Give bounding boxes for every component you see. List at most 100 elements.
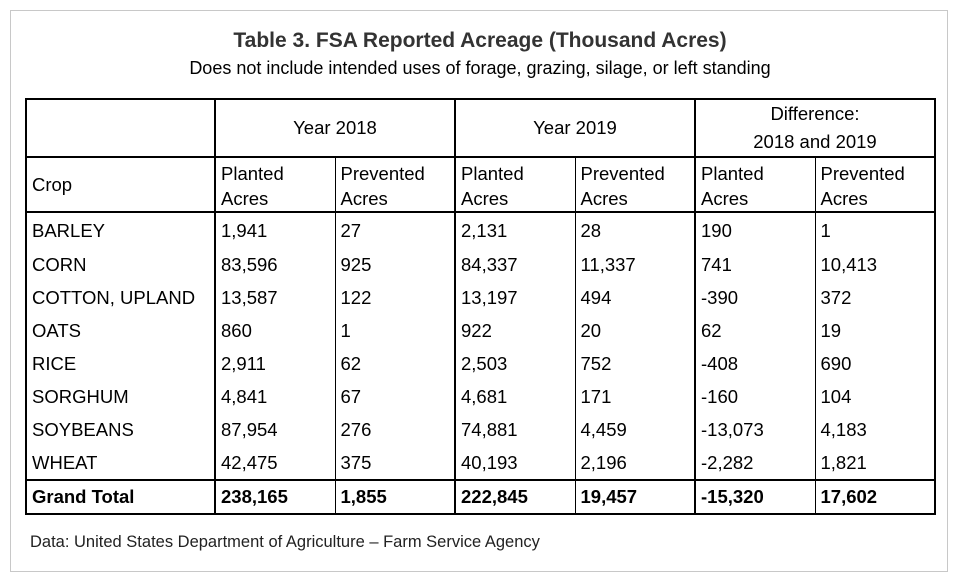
value-cell: 922 bbox=[454, 314, 575, 347]
header-difference-line2: 2018 and 2019 bbox=[753, 131, 877, 152]
value-cell: 494 bbox=[574, 281, 695, 314]
crop-name: OATS bbox=[32, 319, 81, 341]
value-cell: 11,337 bbox=[574, 248, 695, 281]
value-cell: 10,413 bbox=[814, 248, 935, 281]
header-row-columns: Crop Planted Acres Prevented Acres Plant… bbox=[26, 157, 935, 213]
value-cell: 2,911 bbox=[214, 347, 335, 380]
header-blank-cell bbox=[26, 99, 215, 158]
value-cell: 1 bbox=[334, 314, 455, 347]
table-row: SORGHUM 4,841 67 4,681 171 -160 104 bbox=[26, 380, 935, 413]
table-row: SOYBEANS 87,954 276 74,881 4,459 -13,073 4,183 bbox=[26, 413, 935, 446]
source-note: Data: United States Department of Agricu… bbox=[30, 533, 540, 551]
acreage-table: Year 2018 Year 2019 Difference: 2018 and… bbox=[25, 98, 936, 515]
value-cell: 2,503 bbox=[454, 347, 575, 380]
table-title: Table 3. FSA Reported Acreage (Thousand … bbox=[233, 29, 727, 52]
total-cell: 222,845 bbox=[454, 479, 575, 514]
header-row-years: Year 2018 Year 2019 Difference: 2018 and… bbox=[26, 99, 935, 158]
table-row: WHEAT 42,475 375 40,193 2,196 -2,282 1,821 bbox=[26, 446, 935, 480]
value-cell: 83,596 bbox=[214, 248, 335, 281]
total-cell: 238,165 bbox=[214, 479, 335, 514]
total-cell: 1,855 bbox=[334, 479, 455, 514]
header-prevented-label: Prevented bbox=[340, 162, 425, 184]
header-year-2018: Year 2018 bbox=[214, 99, 455, 158]
grand-total-row: Grand Total 238,165 1,855 222,845 19,457… bbox=[26, 479, 935, 514]
table-row: COTTON, UPLAND 13,587 122 13,197 494 -390 372 bbox=[26, 281, 935, 314]
header-acres-label: Acres bbox=[820, 187, 868, 209]
header-year-2019: Year 2019 bbox=[454, 99, 695, 158]
value-cell: -408 bbox=[694, 347, 815, 380]
crop-name: RICE bbox=[32, 352, 77, 374]
value-cell: 67 bbox=[334, 380, 455, 413]
header-planted-2019: Planted Acres bbox=[454, 157, 575, 213]
value-cell: 87,954 bbox=[214, 413, 335, 446]
header-acres-label: Acres bbox=[221, 187, 269, 209]
value-cell: 2,196 bbox=[574, 446, 695, 480]
table-row: RICE 2,911 62 2,503 752 -408 690 bbox=[26, 347, 935, 380]
header-planted-2018: Planted Acres bbox=[214, 157, 335, 213]
crop-name: COTTON, UPLAND bbox=[32, 286, 196, 308]
value-cell: 20 bbox=[574, 314, 695, 347]
figure-frame bbox=[10, 10, 948, 572]
header-acres-label: Acres bbox=[701, 187, 749, 209]
value-cell: 171 bbox=[574, 380, 695, 413]
header-prevented-label: Prevented bbox=[580, 162, 665, 184]
table-subtitle: Does not include intended uses of forage… bbox=[189, 58, 771, 78]
value-cell: -13,073 bbox=[694, 413, 815, 446]
value-cell: 4,183 bbox=[814, 413, 935, 446]
value-cell: 276 bbox=[334, 413, 455, 446]
header-prevented-2018: Prevented Acres bbox=[334, 157, 455, 213]
value-cell: 13,587 bbox=[214, 281, 335, 314]
value-cell: -160 bbox=[694, 380, 815, 413]
value-cell: 375 bbox=[334, 446, 455, 480]
value-cell: 28 bbox=[574, 212, 695, 248]
crop-name: CORN bbox=[32, 253, 87, 275]
value-cell: 1,821 bbox=[814, 446, 935, 480]
grand-total-label: Grand Total bbox=[26, 479, 215, 514]
header-planted-label: Planted bbox=[221, 162, 284, 184]
total-cell: 17,602 bbox=[814, 479, 935, 514]
value-cell: 190 bbox=[694, 212, 815, 248]
value-cell: 4,681 bbox=[454, 380, 575, 413]
header-planted-difference: Planted Acres bbox=[694, 157, 815, 213]
value-cell: 40,193 bbox=[454, 446, 575, 480]
value-cell: 27 bbox=[334, 212, 455, 248]
value-cell: 1 bbox=[814, 212, 935, 248]
value-cell: 104 bbox=[814, 380, 935, 413]
header-prevented-difference: Prevented Acres bbox=[814, 157, 935, 213]
value-cell: 84,337 bbox=[454, 248, 575, 281]
crop-name: SORGHUM bbox=[32, 385, 129, 407]
header-acres-label: Acres bbox=[461, 187, 509, 209]
value-cell: 62 bbox=[334, 347, 455, 380]
table-row: BARLEY 1,941 27 2,131 28 190 1 bbox=[26, 212, 935, 248]
value-cell: 62 bbox=[694, 314, 815, 347]
value-cell: 1,941 bbox=[214, 212, 335, 248]
total-cell: 19,457 bbox=[574, 479, 695, 514]
value-cell: 4,459 bbox=[574, 413, 695, 446]
table-row: CORN 83,596 925 84,337 11,337 741 10,413 bbox=[26, 248, 935, 281]
value-cell: 2,131 bbox=[454, 212, 575, 248]
crop-name: SOYBEANS bbox=[32, 418, 134, 440]
value-cell: 13,197 bbox=[454, 281, 575, 314]
value-cell: 372 bbox=[814, 281, 935, 314]
header-prevented-label: Prevented bbox=[820, 162, 905, 184]
value-cell: -390 bbox=[694, 281, 815, 314]
value-cell: 4,841 bbox=[214, 380, 335, 413]
value-cell: 42,475 bbox=[214, 446, 335, 480]
table-row: OATS 860 1 922 20 62 19 bbox=[26, 314, 935, 347]
header-planted-label: Planted bbox=[701, 162, 764, 184]
header-planted-label: Planted bbox=[461, 162, 524, 184]
value-cell: 752 bbox=[574, 347, 695, 380]
header-acres-label: Acres bbox=[340, 187, 388, 209]
crop-name: WHEAT bbox=[32, 451, 98, 473]
value-cell: -2,282 bbox=[694, 446, 815, 480]
header-difference: Difference: 2018 and 2019 bbox=[694, 99, 935, 158]
value-cell: 741 bbox=[694, 248, 815, 281]
header-prevented-2019: Prevented Acres bbox=[574, 157, 695, 213]
value-cell: 122 bbox=[334, 281, 455, 314]
header-acres-label: Acres bbox=[580, 187, 628, 209]
value-cell: 690 bbox=[814, 347, 935, 380]
value-cell: 925 bbox=[334, 248, 455, 281]
value-cell: 860 bbox=[214, 314, 335, 347]
header-difference-line1: Difference: bbox=[770, 103, 860, 124]
total-cell: -15,320 bbox=[694, 479, 815, 514]
